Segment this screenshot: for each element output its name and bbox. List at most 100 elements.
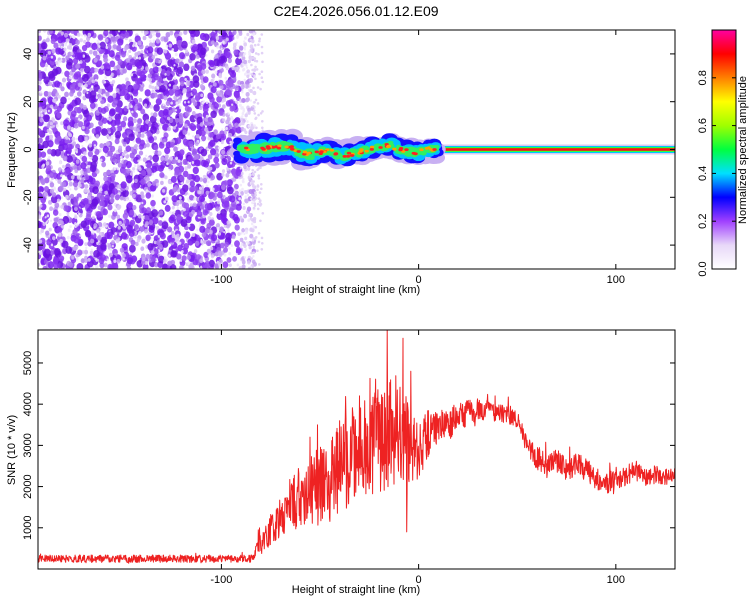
noise-speck <box>136 127 141 132</box>
noise-speck <box>92 231 95 235</box>
noise-speck <box>233 49 239 56</box>
noise-speck <box>250 63 253 67</box>
noise-speck <box>70 126 74 131</box>
noise-speck <box>156 239 161 246</box>
noise-speck <box>165 70 171 77</box>
noise-speck <box>132 205 137 211</box>
noise-speck <box>153 240 157 245</box>
noise-speck <box>160 232 166 240</box>
noise-speck <box>149 39 152 43</box>
noise-speck <box>100 105 103 108</box>
noise-speck <box>182 210 189 218</box>
noise-speck <box>67 110 72 116</box>
noise-speck <box>117 162 123 168</box>
noise-speck <box>110 155 116 162</box>
noise-speck <box>67 97 71 101</box>
noise-speck <box>47 261 54 269</box>
noise-speck <box>145 119 150 124</box>
noise-speck <box>210 49 215 54</box>
noise-speck <box>217 210 221 215</box>
noise-speck <box>145 234 151 241</box>
noise-speck <box>86 189 90 193</box>
noise-speck <box>120 95 123 99</box>
noise-speck <box>162 124 169 131</box>
noise-speck <box>39 90 43 94</box>
noise-speck <box>40 179 46 186</box>
noise-speck <box>114 54 121 61</box>
noise-speck <box>210 110 217 119</box>
noise-speck <box>257 240 261 244</box>
spectrogram-ytick-label: -20 <box>22 189 34 205</box>
noise-speck <box>110 135 114 138</box>
noise-speck <box>89 250 94 255</box>
noise-speck <box>42 222 46 226</box>
noise-speck <box>52 209 59 216</box>
noise-speck <box>160 156 165 161</box>
noise-speck <box>75 257 79 261</box>
noise-speck <box>108 221 115 229</box>
noise-speck <box>85 246 88 250</box>
noise-speck <box>84 230 92 238</box>
noise-speck <box>199 258 204 264</box>
noise-speck <box>74 168 79 174</box>
noise-speck <box>57 219 63 225</box>
noise-speck <box>112 44 117 50</box>
noise-speck <box>55 190 59 194</box>
noise-speck <box>142 157 147 163</box>
signal-peak <box>429 148 434 151</box>
noise-speck <box>243 36 247 40</box>
noise-speck <box>79 68 84 73</box>
noise-speck <box>113 99 118 106</box>
noise-speck <box>105 91 110 97</box>
noise-speck <box>80 34 84 37</box>
noise-speck <box>238 122 242 127</box>
noise-speck <box>211 187 215 191</box>
noise-speck <box>258 37 262 41</box>
noise-speck <box>239 245 243 249</box>
noise-speck <box>113 259 117 263</box>
noise-speck <box>170 101 173 105</box>
noise-speck <box>159 171 165 179</box>
noise-speck <box>221 128 224 131</box>
noise-speck <box>170 230 175 236</box>
snr-xlabel: Height of straight line (km) <box>292 584 420 596</box>
noise-speck <box>256 86 260 89</box>
noise-speck <box>89 102 96 109</box>
noise-speck <box>43 114 50 123</box>
noise-speck <box>110 172 116 179</box>
noise-speck <box>169 214 176 222</box>
noise-speck <box>238 192 241 197</box>
noise-speck <box>179 58 184 62</box>
noise-speck <box>94 180 100 187</box>
noise-speck <box>163 259 167 263</box>
noise-speck <box>216 45 220 49</box>
noise-speck <box>191 209 196 215</box>
noise-speck <box>147 46 154 54</box>
signal-peak <box>314 150 319 154</box>
noise-speck <box>260 70 264 73</box>
noise-speck <box>235 57 242 66</box>
noise-speck <box>207 116 213 123</box>
noise-speck <box>151 205 155 210</box>
noise-speck <box>240 117 244 122</box>
noise-speck <box>40 97 47 105</box>
noise-speck <box>169 30 174 36</box>
noise-speck <box>202 76 209 83</box>
noise-speck <box>198 195 205 203</box>
noise-speck <box>155 31 161 38</box>
noise-speck <box>39 60 46 68</box>
noise-speck <box>55 124 59 128</box>
noise-speck <box>234 224 240 231</box>
noise-speck <box>223 253 227 257</box>
noise-speck <box>92 148 96 152</box>
noise-speck <box>210 78 214 83</box>
noise-speck <box>108 117 112 122</box>
noise-speck <box>179 259 183 262</box>
noise-speck <box>239 167 242 170</box>
noise-speck <box>116 214 121 220</box>
noise-speck <box>196 64 203 72</box>
noise-speck <box>95 210 102 218</box>
noise-speck <box>254 191 257 194</box>
noise-speck <box>252 237 255 240</box>
noise-speck <box>138 97 143 103</box>
